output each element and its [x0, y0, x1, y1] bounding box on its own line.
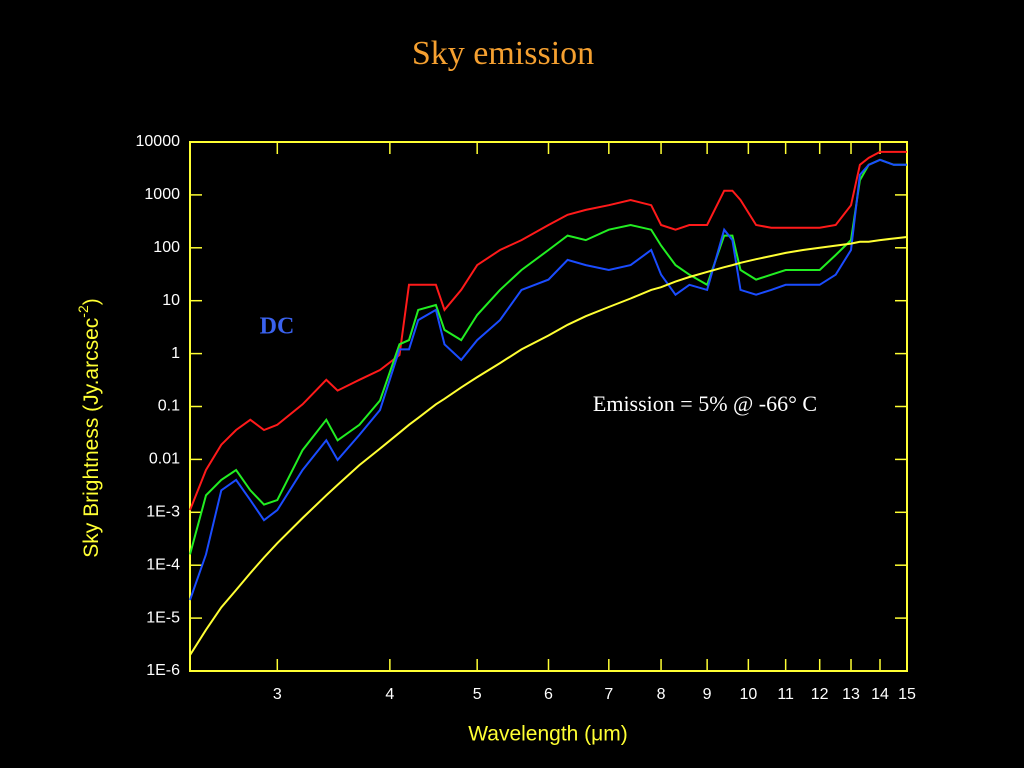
- series-line: [189, 158, 907, 555]
- y-axis-label-text: Sky Brightness (Jy.arcsec: [80, 318, 103, 558]
- series-line: [189, 236, 908, 656]
- y-axis-label-superscript: -2: [75, 305, 91, 318]
- y-tick-label: 1E-4: [146, 556, 180, 573]
- series-line: [189, 158, 907, 601]
- y-axis-label: Sky Brightness (Jy.arcsec-2): [75, 298, 103, 557]
- x-tick-label: 13: [842, 686, 860, 703]
- y-tick-label: 1E-6: [146, 662, 180, 679]
- x-tick-label: 6: [544, 686, 553, 703]
- x-tick-label: 8: [657, 686, 666, 703]
- x-tick-label: 14: [871, 686, 889, 703]
- y-tick-label: 1E-3: [146, 504, 180, 521]
- series-line: [189, 150, 907, 511]
- y-tick-label: 10: [162, 292, 180, 309]
- x-tick-label: 3: [273, 686, 282, 703]
- annotation: DC: [260, 314, 295, 340]
- x-tick-label: 15: [898, 686, 916, 703]
- y-tick-label: 0.1: [158, 398, 180, 415]
- y-tick-label: 1000: [144, 186, 180, 203]
- y-tick-label: 10000: [136, 133, 181, 150]
- y-tick-label: 1: [171, 345, 180, 362]
- y-tick-label: 100: [153, 239, 180, 256]
- x-tick-label: 10: [739, 686, 757, 703]
- x-tick-label: 11: [777, 686, 794, 703]
- y-tick-label: 0.01: [149, 451, 180, 468]
- chart-title: Sky emission: [412, 35, 594, 72]
- x-tick-label: 5: [473, 686, 482, 703]
- x-tick-label: 7: [604, 686, 613, 703]
- x-tick-label: 12: [811, 686, 829, 703]
- y-tick-label: 1E-5: [146, 609, 180, 626]
- x-tick-label: 4: [385, 686, 394, 703]
- x-axis-label: Wavelength (μm): [468, 723, 628, 746]
- annotation: Emission = 5% @ -66° C: [593, 391, 817, 416]
- x-tick-label: 9: [703, 686, 712, 703]
- y-axis-label-suffix: ): [80, 298, 103, 305]
